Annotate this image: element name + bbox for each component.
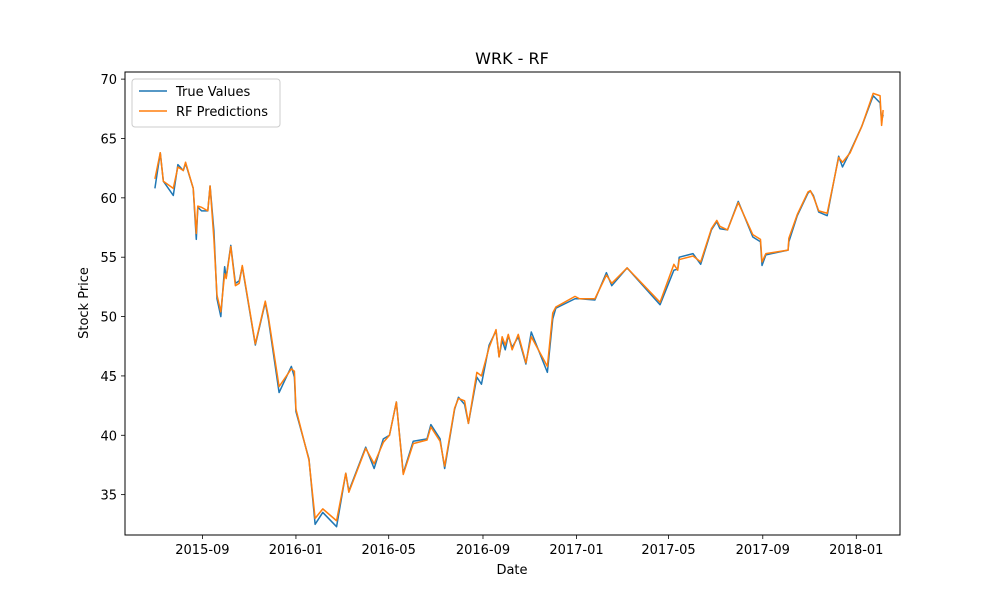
legend-label-true-values: True Values (175, 85, 250, 100)
y-tick-label: 70 (100, 73, 117, 88)
y-tick-label: 45 (100, 370, 117, 385)
plot-lines (154, 92, 884, 528)
x-tick-label: 2015-09 (175, 543, 229, 558)
y-tick-label: 60 (100, 192, 117, 207)
y-tick-label: 65 (100, 132, 117, 147)
series-line-rf-predictions (154, 92, 884, 522)
x-tick-label: 2018-01 (829, 543, 883, 558)
x-axis-label: Date (496, 563, 527, 578)
x-tick-label: 2016-09 (456, 543, 510, 558)
y-axis-label: Stock Price (77, 267, 92, 339)
x-tick-label: 2017-01 (549, 543, 603, 558)
y-tick-label: 40 (100, 429, 117, 444)
x-tick-label: 2016-05 (362, 543, 416, 558)
plot-frame (124, 71, 901, 536)
legend-label-rf-predictions: RF Predictions (176, 105, 268, 120)
x-axis: 2015-09 2016-01 2016-05 2016-09 2017-01 2017-… (175, 535, 883, 558)
y-tick-label: 35 (100, 489, 117, 504)
chart-title: WRK - RF (475, 49, 549, 68)
x-tick-label: 2017-09 (736, 543, 790, 558)
x-tick-label: 2017-05 (641, 543, 695, 558)
y-tick-label: 50 (100, 311, 117, 326)
y-tick-label: 55 (100, 251, 117, 266)
legend-box (131, 78, 281, 128)
x-tick-label: 2016-01 (269, 543, 323, 558)
y-axis: 35 40 45 50 55 60 65 70 (100, 73, 125, 504)
legend: True Values RF Predictions (131, 78, 281, 128)
